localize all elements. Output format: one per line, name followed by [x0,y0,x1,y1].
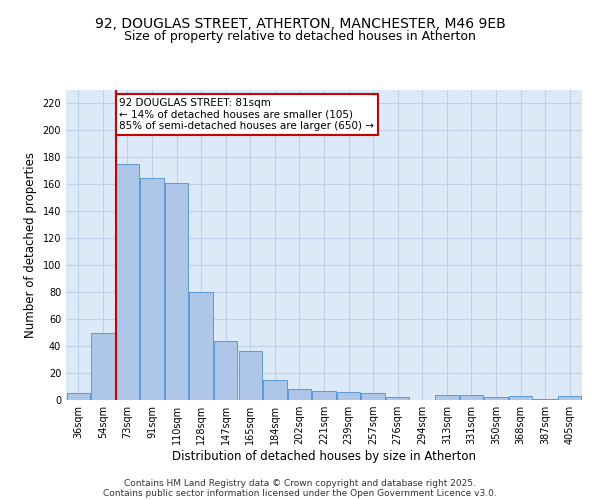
Bar [313,390,335,400]
Text: Contains public sector information licensed under the Open Government Licence v3: Contains public sector information licen… [103,488,497,498]
Bar [460,394,483,400]
X-axis label: Distribution of detached houses by size in Atherton: Distribution of detached houses by size … [172,450,476,463]
Bar [91,332,115,400]
Text: 92 DOUGLAS STREET: 81sqm
← 14% of detached houses are smaller (105)
85% of semi-: 92 DOUGLAS STREET: 81sqm ← 14% of detach… [119,98,374,132]
Bar [509,396,532,400]
Bar [386,398,409,400]
Text: Contains HM Land Registry data © Crown copyright and database right 2025.: Contains HM Land Registry data © Crown c… [124,478,476,488]
Bar [67,394,90,400]
Text: Size of property relative to detached houses in Atherton: Size of property relative to detached ho… [124,30,476,43]
Bar [484,398,508,400]
Bar [435,394,458,400]
Bar [337,392,360,400]
Bar [533,398,557,400]
Bar [558,396,581,400]
Text: 92, DOUGLAS STREET, ATHERTON, MANCHESTER, M46 9EB: 92, DOUGLAS STREET, ATHERTON, MANCHESTER… [95,18,505,32]
Bar [140,178,164,400]
Bar [288,389,311,400]
Bar [239,352,262,400]
Bar [263,380,287,400]
Bar [190,292,213,400]
Bar [116,164,139,400]
Bar [361,394,385,400]
Y-axis label: Number of detached properties: Number of detached properties [24,152,37,338]
Bar [214,340,238,400]
Bar [165,183,188,400]
